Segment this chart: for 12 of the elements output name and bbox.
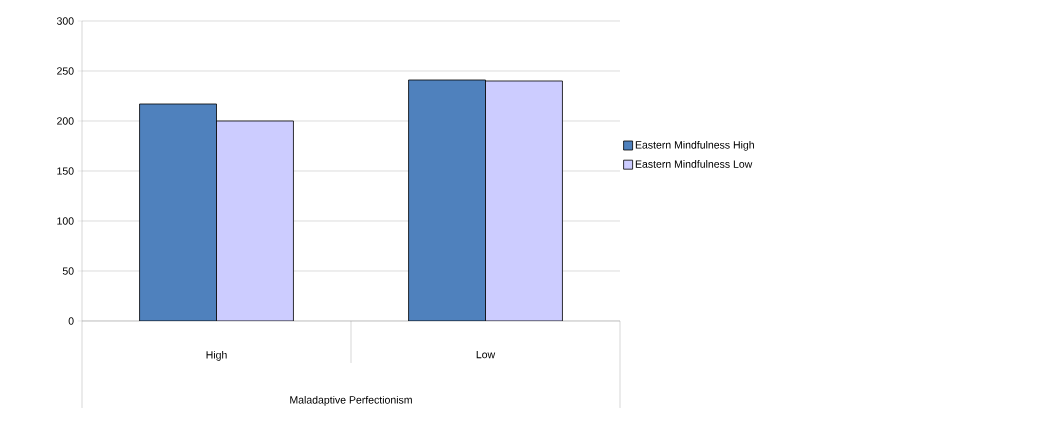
y-tick-label: 0 [68,317,74,325]
y-tick-label: 200 [57,117,74,125]
x-tick-label: High [206,350,227,361]
y-tick-label: 250 [57,67,74,75]
y-tick-label: 100 [57,217,74,225]
y-tick-label: 150 [57,167,74,175]
y-tick-label: 50 [62,267,74,275]
legend-label: Eastern Mindfulness High [635,140,754,151]
y-tick-label: 300 [56,17,74,25]
legend-label: Eastern Mindfulness Low [635,160,753,168]
x-tick-label: Low [476,350,496,359]
x-axis-title: Maladaptive Perfectionism [290,395,412,406]
